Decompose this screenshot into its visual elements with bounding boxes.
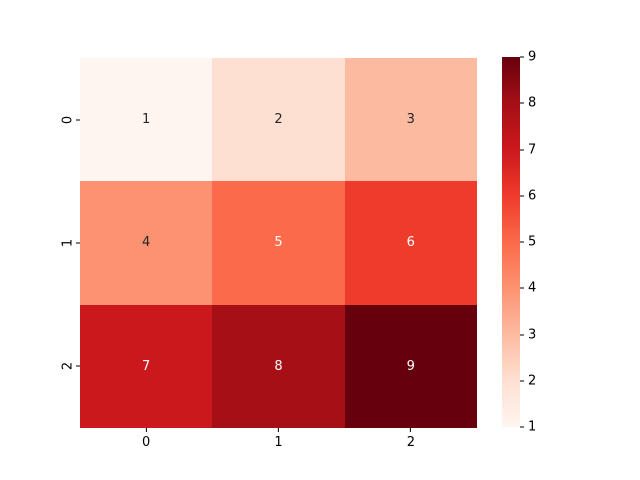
colorbar-ticks: 9 8 7 6 5 4 3 2 [520,50,560,435]
heatmap-cell: 4 [80,181,213,305]
cell-value: 9 [406,358,415,374]
heatmap-cell: 2 [212,58,345,182]
colorbar-tick: 6 [520,188,536,203]
x-tick: 1 [274,428,283,450]
heatmap-cell: 3 [344,58,477,182]
heatmap-plot-area: 1 2 3 4 5 6 7 8 9 [80,58,477,428]
y-tick: 0 [60,112,80,127]
colorbar-tick: 2 [520,373,536,388]
cell-value: 6 [406,235,415,251]
colorbar-tick-label: 5 [528,234,537,250]
colorbar-tick-label: 7 [528,142,537,157]
colorbar-tickmark [520,287,524,289]
x-tick: 2 [407,428,415,450]
colorbar-tickmark [520,102,524,104]
colorbar-tick-label: 6 [528,188,537,204]
x-tick-label: 0 [142,435,151,450]
cell-value: 8 [274,358,283,374]
colorbar-tick-label: 2 [528,373,537,389]
y-tick: 2 [60,359,80,374]
y-axis: 0 1 2 [52,58,80,428]
colorbar-tick: 8 [520,96,536,111]
x-tickmark [410,428,412,432]
x-tickmark [145,428,147,432]
x-axis: 0 1 2 [80,428,477,454]
y-tickmark [76,119,80,121]
heatmap-cell: 5 [212,181,345,305]
x-tick-label: 2 [406,435,415,450]
colorbar-tickmark [520,426,524,428]
colorbar-tick-label: 3 [528,327,537,342]
colorbar-tickmark [520,56,524,58]
colorbar-tickmark [520,195,524,197]
heatmap-cell: 9 [344,304,477,428]
y-tick: 1 [60,236,80,251]
x-tickmark [278,428,279,432]
colorbar-tick: 9 [520,50,536,65]
heatmap-cell: 6 [344,181,477,305]
heatmap-cell: 8 [212,304,345,428]
colorbar-tick: 1 [520,420,536,435]
colorbar-tickmark [520,380,524,382]
colorbar-tick: 3 [520,327,536,342]
x-tick-label: 1 [274,435,283,450]
colorbar-tick-label: 9 [528,49,537,65]
y-tick-label: 0 [60,115,76,124]
cell-value: 7 [142,358,151,374]
heatmap-cell: 7 [80,304,213,428]
heatmap-cell: 1 [80,58,213,182]
colorbar-tick: 5 [520,235,536,250]
colorbar-tick-label: 1 [528,419,537,435]
colorbar-tick-label: 4 [528,280,537,296]
colorbar-tick: 7 [520,142,536,157]
cell-value: 1 [142,112,151,128]
y-tickmark [76,365,80,367]
y-tick-label: 2 [60,362,76,371]
cell-value: 5 [274,235,283,251]
colorbar-tick: 4 [520,281,536,296]
cell-value: 4 [142,235,151,251]
cell-value: 3 [406,112,415,128]
cell-value: 2 [274,112,283,128]
y-tickmark [76,242,80,244]
x-tick: 0 [142,428,150,450]
colorbar [502,57,520,427]
colorbar-tickmark [520,241,524,243]
colorbar-tickmark [520,334,524,335]
colorbar-tick-label: 8 [528,95,537,111]
colorbar-tickmark [520,149,524,150]
y-tick-label: 1 [60,238,76,248]
